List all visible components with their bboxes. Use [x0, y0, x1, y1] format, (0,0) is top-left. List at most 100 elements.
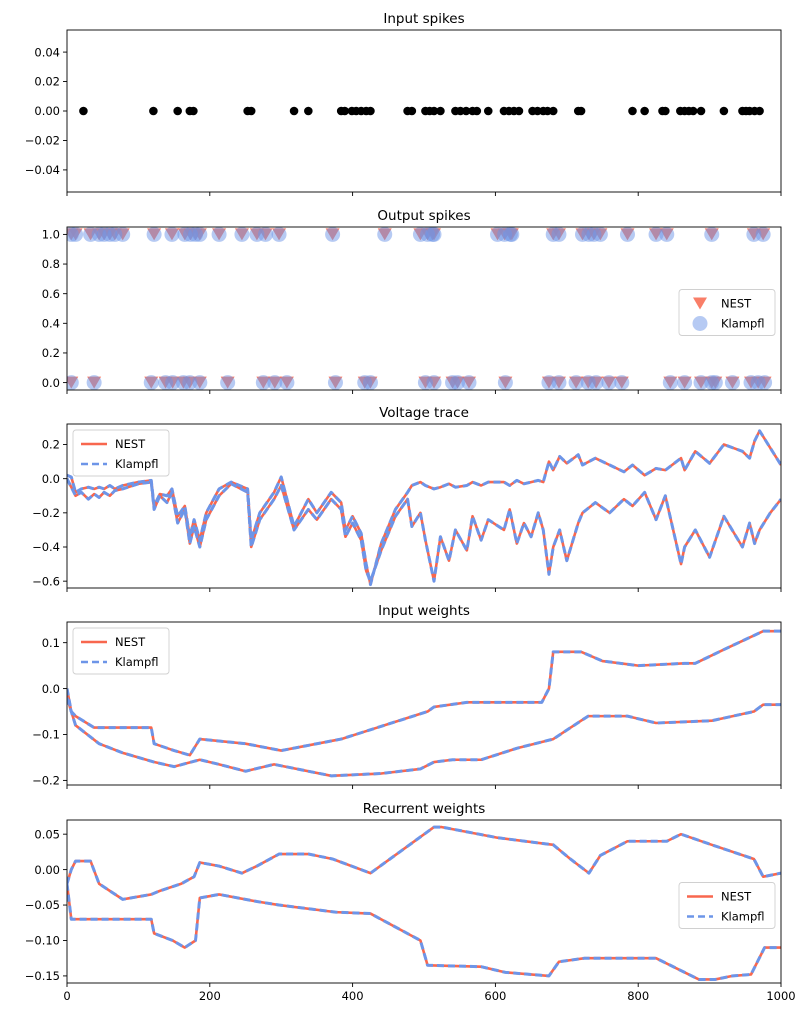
klampfl-spike-point [257, 227, 273, 242]
series-line-klampfl-v2 [67, 477, 781, 583]
klampfl-spike-point [757, 375, 773, 390]
y-tick-label: 0.0 [42, 682, 60, 696]
y-tick-label: −0.05 [25, 898, 60, 912]
y-tick-label: 1.0 [42, 228, 60, 242]
klampfl-spike-point [192, 227, 208, 242]
klampfl-spike-point [648, 227, 664, 242]
plot-frame [66, 226, 782, 391]
spike-point [755, 106, 764, 116]
spike-point [514, 106, 524, 116]
klampfl-spike-point [325, 227, 341, 242]
spike-point [472, 106, 482, 116]
klampfl-spike-point [551, 375, 567, 390]
spike-point [407, 106, 417, 116]
spike-point [483, 106, 493, 116]
klampfl-spike-point [662, 375, 678, 390]
series-line-klampfl-w1 [67, 629, 781, 757]
series-line-nest-w2 [67, 697, 781, 778]
series-line-nest-r2 [67, 883, 781, 981]
klampfl-spike-point [362, 375, 378, 390]
plot-area [67, 825, 781, 981]
y-tick-label: −0.4 [32, 540, 60, 554]
y-tick-label: 0.8 [42, 257, 60, 271]
series-line-klampfl-v1 [67, 429, 781, 587]
spike-point [661, 106, 670, 116]
plot-area [67, 227, 773, 390]
spike-point [366, 106, 375, 116]
klampfl-spike-point [588, 375, 604, 390]
spike-point [696, 106, 706, 116]
legend: NEST Klampfl [72, 429, 170, 477]
legend-swatch-nest [693, 297, 707, 310]
x-tick-label: 600 [484, 989, 506, 1003]
x-tick-label: 1000 [766, 989, 795, 1003]
series-line-klampfl-w2 [67, 697, 781, 778]
spike-point [173, 106, 182, 116]
klampfl-spike-point [234, 227, 250, 242]
spike-point [289, 106, 299, 116]
spike-point [189, 106, 198, 116]
y-tick-label: 0.6 [42, 287, 60, 301]
plot-area [79, 106, 764, 116]
panel-5: Recurrent weights −0.15 −0.10 −0.05 0.00 0.05… [25, 801, 796, 1003]
y-tick-label: 0.2 [42, 438, 60, 452]
legend-swatch-klampfl [692, 316, 708, 331]
klampfl-spike-point [450, 375, 466, 390]
series-line-nest-w1 [67, 629, 781, 757]
klampfl-spike-point [327, 375, 343, 390]
y-tick-label: 0.04 [34, 45, 60, 59]
klampfl-spike-point [377, 227, 393, 242]
x-tick-label: 800 [627, 989, 649, 1003]
spike-point [688, 106, 698, 116]
legend-label-klampfl: Klampfl [721, 317, 765, 331]
klampfl-spike-point [192, 375, 208, 390]
klampfl-spike-point [143, 375, 159, 390]
klampfl-spike-point [426, 375, 442, 390]
klampfl-spike-point [115, 227, 131, 242]
legend-label-klampfl: Klampfl [115, 655, 159, 669]
panel-title: Recurrent weights [363, 801, 486, 817]
spike-point [548, 106, 558, 116]
spike-point [246, 106, 256, 116]
y-tick-label: 0.00 [34, 863, 60, 877]
klampfl-spike-point [86, 375, 102, 390]
klampfl-spike-point [601, 375, 617, 390]
legend-label-nest: NEST [721, 890, 752, 904]
y-tick-label: −0.2 [32, 774, 60, 788]
klampfl-spike-point [426, 227, 442, 242]
x-tick-label: 0 [63, 989, 70, 1003]
klampfl-spike-point [164, 227, 180, 242]
plot-frame [66, 819, 782, 984]
klampfl-spike-point [67, 375, 79, 390]
klampfl-spike-point [271, 227, 287, 242]
klampfl-spike-point [619, 227, 635, 242]
plot-frame [66, 621, 782, 786]
y-tick-label: 0.05 [34, 827, 60, 841]
x-tick-label: 400 [342, 989, 364, 1003]
plot-area [67, 429, 781, 587]
klampfl-spike-point [677, 375, 693, 390]
panel-title: Output spikes [377, 208, 470, 224]
klampfl-spike-point [755, 227, 771, 242]
panel-3: Voltage trace −0.6 −0.4 −0.2 0.0 0.2 NEST Klamp… [32, 405, 782, 592]
legend-label-nest: NEST [115, 437, 146, 451]
series-line-klampfl-r1 [67, 825, 781, 901]
y-tick-label: 0.02 [34, 75, 60, 89]
legend: NEST Klampfl [678, 289, 776, 336]
spike-point [79, 106, 88, 116]
klampfl-spike-point [165, 375, 181, 390]
klampfl-spike-point [724, 375, 740, 390]
y-tick-label: 0.4 [42, 317, 60, 331]
spike-point [436, 106, 445, 116]
klampfl-spike-point [551, 227, 567, 242]
klampfl-spike-point [255, 375, 271, 390]
y-tick-label: −0.02 [25, 134, 60, 148]
legend-label-nest: NEST [721, 297, 752, 311]
panel-title: Input weights [378, 603, 470, 619]
klampfl-spike-point [659, 227, 675, 242]
spike-point [719, 106, 729, 116]
y-tick-label: 0.2 [42, 346, 60, 360]
spike-point [461, 106, 471, 116]
plot-frame [66, 423, 782, 589]
klampfl-spike-point [279, 375, 295, 390]
